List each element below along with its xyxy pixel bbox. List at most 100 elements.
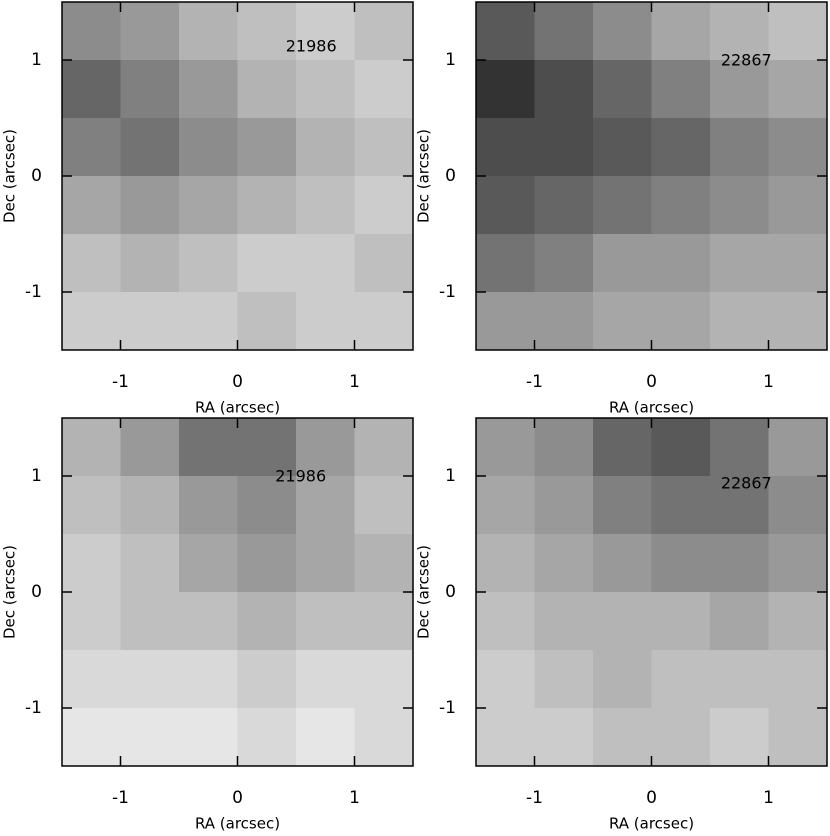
y-axis-label: Dec (arcsec)	[415, 129, 433, 223]
pixel	[354, 2, 414, 61]
pixel	[768, 234, 828, 293]
pixel	[710, 534, 769, 593]
pixel	[710, 418, 769, 477]
pixel	[237, 476, 297, 535]
x-tick-label: 1	[763, 788, 774, 808]
pixel	[593, 592, 652, 651]
x-tick-label: 0	[232, 372, 243, 392]
pixel	[62, 118, 121, 177]
pixel	[476, 708, 535, 767]
pixel	[237, 534, 297, 593]
pixel	[651, 534, 711, 593]
pixel	[768, 118, 828, 177]
pixel	[62, 292, 121, 351]
pixel	[534, 60, 594, 119]
y-axis-label: Dec (arcsec)	[1, 545, 19, 639]
pixel	[354, 534, 414, 593]
pixel	[354, 476, 414, 535]
x-tick-label: 0	[646, 788, 657, 808]
pixel	[179, 534, 238, 593]
pixel	[593, 176, 652, 235]
y-tick-label: -1	[439, 698, 456, 718]
pixel	[296, 418, 355, 477]
pixel	[120, 2, 180, 61]
pixel	[768, 534, 828, 593]
pixel	[476, 292, 535, 351]
pixel	[710, 592, 769, 651]
pixel	[237, 708, 297, 767]
pixel	[534, 118, 594, 177]
pixel	[179, 60, 238, 119]
pixel	[179, 418, 238, 477]
pixel	[476, 476, 535, 535]
pixel	[476, 592, 535, 651]
pixel	[651, 118, 711, 177]
pixel	[120, 292, 180, 351]
pixel	[534, 708, 594, 767]
pixel	[534, 592, 594, 651]
pixel	[62, 708, 121, 767]
pixel	[62, 650, 121, 709]
y-tick-label: -1	[25, 698, 42, 718]
pixel	[237, 2, 297, 61]
y-tick-label: 1	[31, 50, 42, 70]
pixel	[120, 176, 180, 235]
pixel	[296, 176, 355, 235]
y-tick-label: 0	[445, 166, 456, 186]
pixel	[768, 708, 828, 767]
pixel	[651, 60, 711, 119]
x-tick-label: -1	[526, 372, 543, 392]
x-tick-label: -1	[526, 788, 543, 808]
pixel	[593, 2, 652, 61]
pixel	[534, 418, 594, 477]
pixel	[120, 234, 180, 293]
annotation: 22867	[721, 51, 772, 70]
pixel	[476, 418, 535, 477]
pixel	[710, 292, 769, 351]
pixel	[710, 708, 769, 767]
pixel	[593, 708, 652, 767]
pixel	[651, 176, 711, 235]
annotation: 22867	[721, 474, 772, 493]
pixel	[593, 418, 652, 477]
x-tick-label: 0	[232, 788, 243, 808]
pixel	[296, 476, 355, 535]
pixel	[179, 118, 238, 177]
pixel	[296, 2, 355, 61]
pixel	[768, 176, 828, 235]
y-axis-label: Dec (arcsec)	[415, 545, 433, 639]
pixel	[179, 176, 238, 235]
pixel	[296, 592, 355, 651]
pixel	[179, 2, 238, 61]
pixel	[593, 650, 652, 709]
pixel	[237, 418, 297, 477]
y-tick-label: -1	[439, 282, 456, 302]
pixel	[768, 592, 828, 651]
x-tick-label: -1	[112, 788, 129, 808]
pixel	[768, 292, 828, 351]
pixel	[768, 2, 828, 61]
pixel	[534, 2, 594, 61]
pixel	[296, 708, 355, 767]
pixel	[179, 650, 238, 709]
pixel	[651, 708, 711, 767]
pixel	[120, 60, 180, 119]
pixel	[62, 60, 121, 119]
pixel	[296, 234, 355, 293]
pixel	[354, 292, 414, 351]
pixel	[768, 650, 828, 709]
pixel	[62, 2, 121, 61]
pixel	[62, 592, 121, 651]
pixel	[476, 176, 535, 235]
pixel	[651, 418, 711, 477]
pixel	[179, 592, 238, 651]
y-tick-label: 1	[445, 50, 456, 70]
pixel	[237, 60, 297, 119]
pixel	[120, 418, 180, 477]
x-tick-label: -1	[112, 372, 129, 392]
pixel	[593, 234, 652, 293]
y-tick-label: -1	[25, 282, 42, 302]
pixel	[593, 476, 652, 535]
pixel	[593, 292, 652, 351]
pixel	[354, 650, 414, 709]
